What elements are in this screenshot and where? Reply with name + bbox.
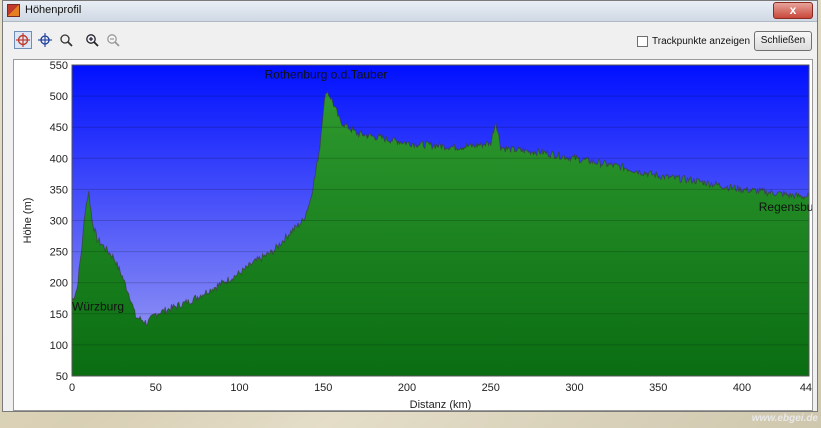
y-tick-label: 450 (50, 122, 68, 134)
window-close-button[interactable]: x (773, 2, 813, 19)
x-tick-label: 250 (482, 382, 500, 394)
select-target-tool[interactable] (14, 31, 32, 49)
zoom-area-icon (60, 34, 73, 47)
trackpoints-label: Trackpunkte anzeigen (652, 35, 751, 47)
elevation-area (72, 91, 809, 376)
close-button[interactable]: Schließen (754, 31, 812, 51)
place-annotation: Regensburg (759, 200, 812, 214)
x-tick-label: 440 (800, 382, 812, 394)
y-tick-label: 500 (50, 91, 68, 103)
elevation-line (71, 90, 810, 326)
y-tick-label: 400 (50, 153, 68, 165)
zoom-in-icon (86, 34, 99, 47)
zoom-out-tool[interactable] (104, 31, 122, 49)
chart-frame: 50 100 150 200 250 300 350 400 450 500 550 0 50 100 15… (13, 59, 821, 411)
x-tick-label: 0 (69, 382, 75, 394)
y-tick-label: 300 (50, 216, 68, 228)
y-tick-label: 350 (50, 184, 68, 196)
x-tick-label: 350 (649, 382, 667, 394)
y-tick-label: 200 (50, 278, 68, 290)
window-title: Höhenprofil (25, 4, 82, 16)
app-icon (7, 4, 20, 17)
x-axis-label: Distanz (km) (410, 399, 472, 410)
x-tick-label: 200 (398, 382, 416, 394)
elevation-profile-window: Höhenprofil x (2, 0, 821, 412)
y-axis-label: Höhe (m) (22, 198, 34, 244)
select-target-icon (16, 33, 30, 47)
trackpoints-checkbox[interactable] (637, 35, 648, 47)
zoom-out-icon (107, 34, 120, 47)
x-tick-label: 400 (733, 382, 751, 394)
y-tick-label: 150 (50, 309, 68, 321)
crosshair-icon (38, 33, 52, 47)
x-tick-label: 300 (565, 382, 583, 394)
plot-frame (71, 64, 810, 377)
x-tick-label: 50 (150, 382, 162, 394)
y-tick-label: 100 (50, 340, 68, 352)
place-annotation: Rothenburg o.d.Tauber (265, 68, 388, 82)
crosshair-tool[interactable] (36, 31, 54, 49)
y-tick-label: 550 (50, 60, 68, 72)
y-tick-label: 250 (50, 247, 68, 259)
toolbar (3, 23, 817, 57)
zoom-in-tool[interactable] (83, 31, 101, 49)
place-annotation: Würzburg (72, 300, 124, 314)
watermark: www.ebgei.de (751, 413, 818, 424)
title-bar[interactable]: Höhenprofil x (3, 1, 817, 22)
y-tick-label: 50 (56, 371, 68, 383)
x-tick-label: 100 (230, 382, 248, 394)
x-tick-label: 150 (314, 382, 332, 394)
zoom-area-tool[interactable] (57, 31, 75, 49)
trackpoints-toggle[interactable]: Trackpunkte anzeigen (637, 34, 750, 48)
